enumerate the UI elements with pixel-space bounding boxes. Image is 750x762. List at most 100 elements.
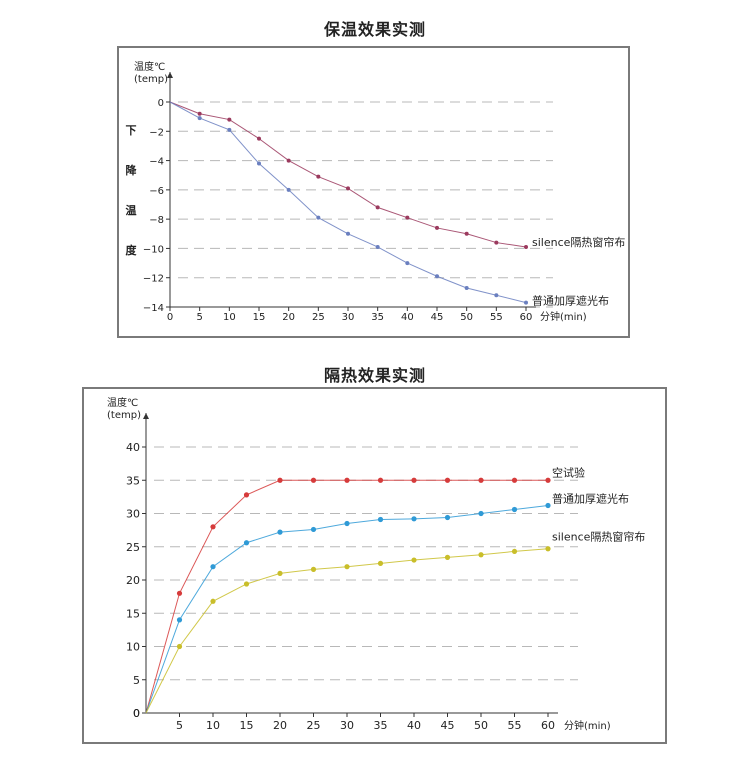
x-tick-label: 55 [490,312,503,323]
data-point [310,566,317,572]
side-label-char: 温 [126,203,137,217]
x-tick-label: 15 [240,719,254,732]
x-tick-label: 45 [431,312,444,323]
y-tick-label: 5 [133,674,140,687]
y-tick-label: 25 [126,541,140,554]
data-point [257,136,261,141]
data-point [227,127,232,132]
data-point [377,477,384,483]
data-point [435,225,439,230]
y-tick-label: −14 [143,303,164,314]
x-tick-label: 25 [312,312,325,323]
data-point [375,244,380,249]
data-point [494,293,499,298]
series-label-1: 空试验 [552,465,585,479]
data-point [210,564,216,570]
series-line-2 [145,505,549,714]
data-point [444,514,451,521]
y-tick-label: 20 [126,574,140,587]
series-line-3 [145,548,549,714]
data-point [310,526,317,533]
data-point [316,215,321,220]
data-point [243,540,250,546]
x-tick-label: 50 [460,312,473,323]
y-tick-label: −4 [149,157,164,168]
data-point [286,187,291,192]
data-point [411,557,417,563]
x-tick-label: 10 [223,312,236,323]
data-point [316,174,321,179]
data-point [511,506,518,513]
x-tick-label: 50 [474,719,488,732]
data-point [511,548,518,555]
data-point [227,117,232,122]
data-point [277,477,283,483]
x-tick-label: 10 [206,719,220,732]
chart-1-title: 保温效果实测 [323,20,426,39]
y-axis-label: 温度℃ [107,396,138,409]
data-point [464,285,469,290]
data-point [210,524,216,530]
y-tick-label: 35 [126,474,140,487]
data-point [405,215,410,220]
series-label-2: 普通加厚遮光布 [552,492,629,506]
chart-1-panel [117,46,630,338]
x-tick-label: 0 [167,312,173,323]
series-label-2: 普通加厚遮光布 [532,294,609,308]
data-point [444,477,451,483]
x-tick-label: 5 [196,312,202,323]
data-point [411,477,417,483]
y-tick-label: −12 [143,274,164,285]
data-point [524,300,528,305]
data-point [176,643,183,650]
data-point [346,231,350,236]
data-point [346,186,350,191]
y-tick-label: 15 [126,607,140,620]
x-tick-label: 20 [282,312,295,323]
x-tick-label: 60 [541,719,555,732]
y-tick-label: 30 [126,508,140,521]
origin-label: 0 [133,707,140,720]
data-point [197,111,202,116]
y-axis-unit: (temp) [107,410,141,421]
data-point [377,560,384,566]
x-tick-label: 35 [371,312,384,323]
data-point [478,477,484,483]
data-point [277,529,283,535]
y-tick-label: 10 [126,641,140,654]
data-point [176,617,183,623]
data-point [511,477,518,483]
data-point [478,552,484,558]
data-point [375,205,380,210]
y-tick-label: −10 [143,244,164,255]
y-tick-label: 40 [126,441,140,454]
data-point [243,581,250,587]
y-axis-label: 温度℃ [134,60,165,73]
data-point [210,598,216,604]
data-point [310,477,317,483]
data-point [545,502,551,509]
chart-2-title: 隔热效果实测 [323,366,426,385]
x-tick-label: 40 [401,312,414,323]
series-label-3: silence隔热窗帘布 [552,530,645,544]
data-point [464,231,469,236]
data-point [478,510,484,517]
data-point [277,570,283,576]
data-point [344,520,350,527]
data-point [243,492,250,498]
x-axis-label: 分钟(min) [564,719,611,732]
side-label-char: 度 [126,243,138,257]
y-tick-label: 0 [133,707,140,720]
y-axis-arrow [167,72,173,78]
y-tick-label: −8 [149,215,164,226]
y-tick-label: −6 [149,186,164,197]
y-axis-arrow [143,413,149,419]
x-tick-label: 5 [176,719,183,732]
data-point [286,158,291,163]
data-point [344,477,350,483]
x-tick-label: 45 [441,719,455,732]
x-tick-label: 15 [253,312,266,323]
side-label-char: 降 [126,163,138,177]
